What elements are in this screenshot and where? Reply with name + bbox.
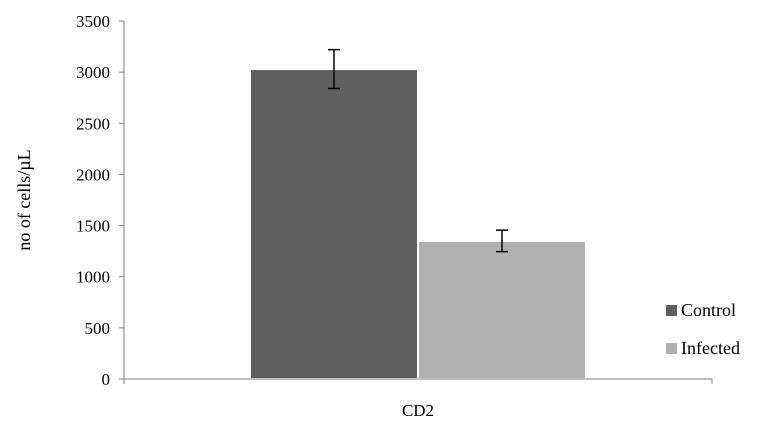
y-tick-label: 2500 — [76, 114, 110, 133]
bar-control — [249, 68, 419, 381]
y-tick-label: 2000 — [76, 165, 110, 184]
y-tick-label: 1500 — [76, 217, 110, 236]
y-tick-label: 3500 — [76, 12, 110, 31]
legend-swatch-control — [666, 305, 677, 316]
legend: Control Infected — [666, 300, 740, 358]
y-axis-title: no of cells/µL — [14, 149, 34, 250]
y-tick-label: 3000 — [76, 63, 110, 82]
legend-swatch-infected — [666, 343, 677, 354]
y-tick-label: 500 — [85, 319, 111, 338]
x-axis: CD2 — [123, 378, 713, 420]
x-tick-label: CD2 — [402, 401, 434, 420]
bars — [249, 48, 587, 381]
bar-infected — [417, 239, 587, 380]
legend-label-infected: Infected — [681, 338, 740, 358]
y-axis: 0 500 1000 1500 2000 2500 3000 3500 — [76, 12, 125, 389]
y-tick-label: 0 — [102, 370, 111, 389]
y-tick-label: 1000 — [76, 268, 110, 287]
legend-label-control: Control — [681, 300, 736, 320]
